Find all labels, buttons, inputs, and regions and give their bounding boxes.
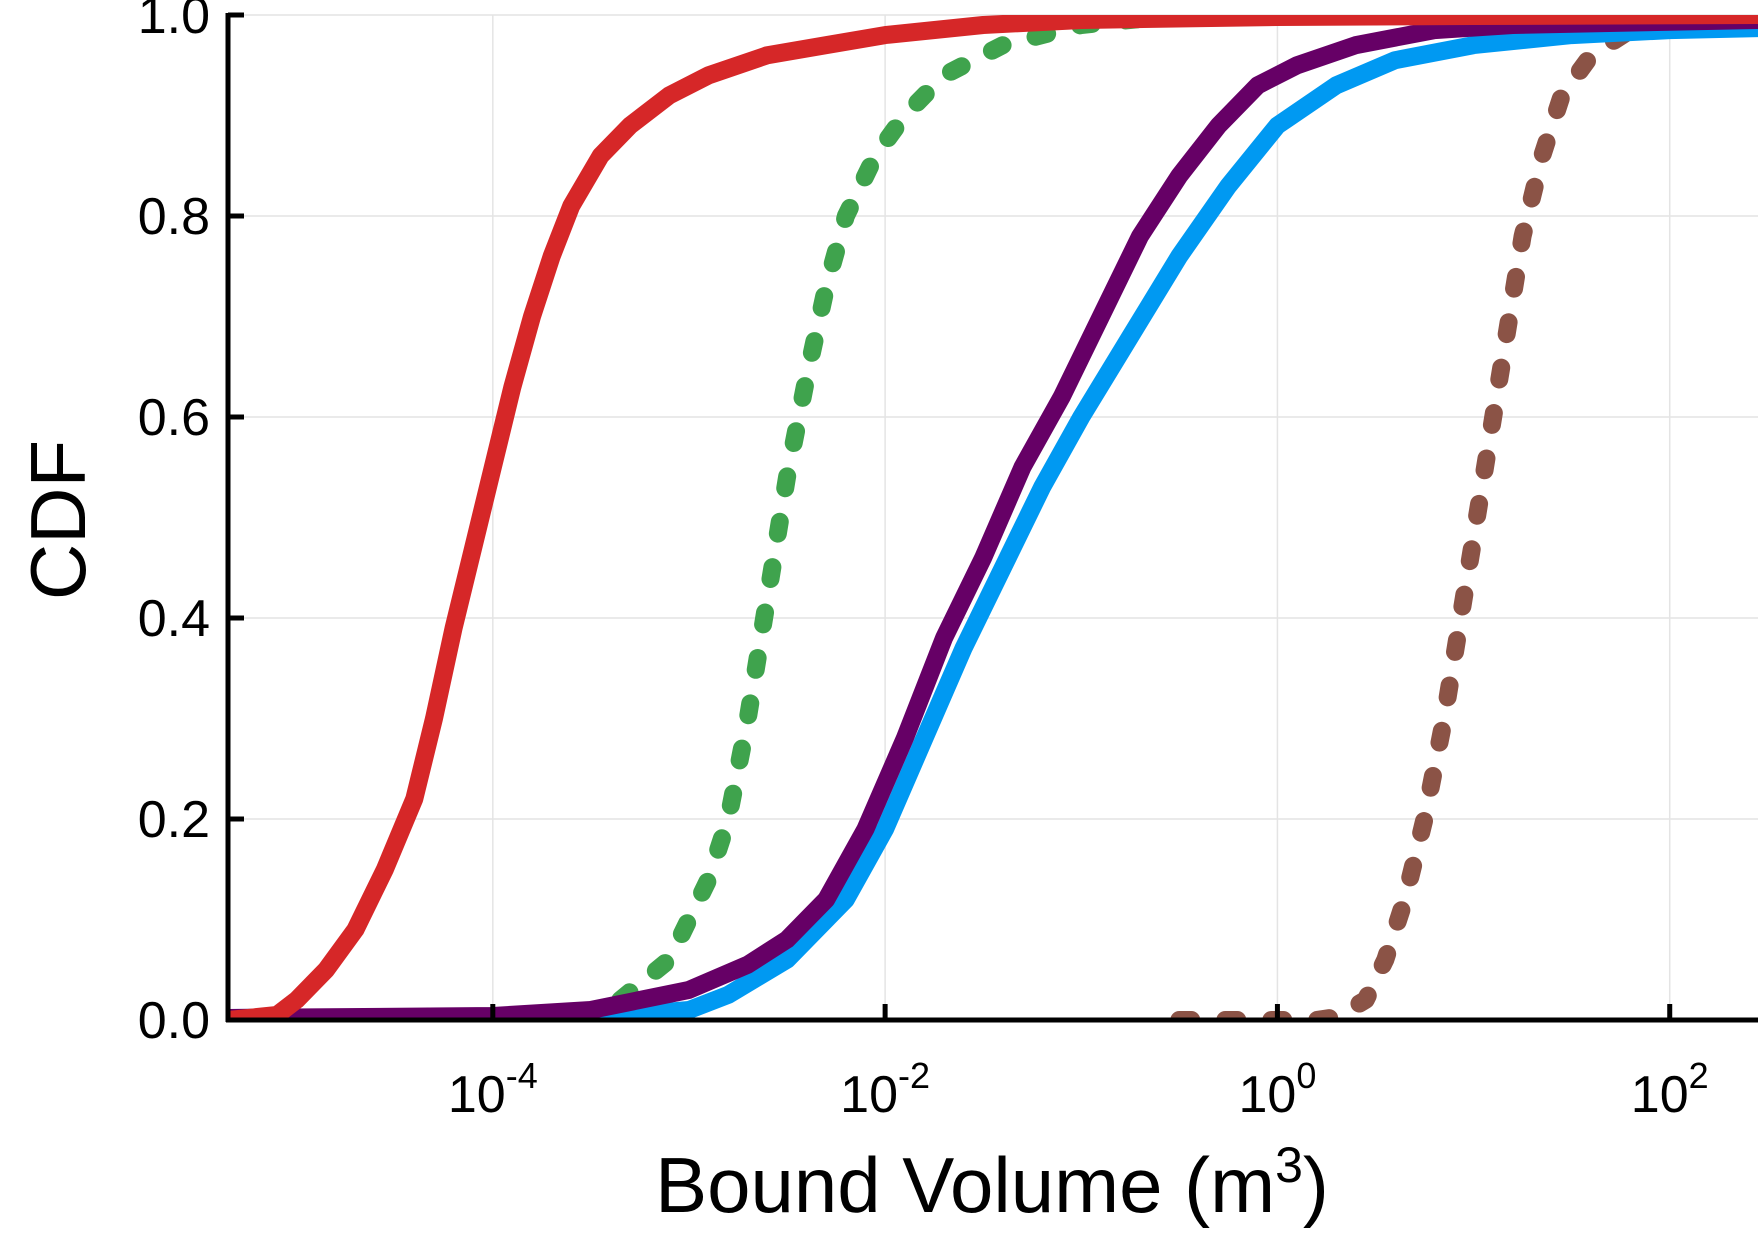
x-tick-label-base: 10	[1238, 1066, 1296, 1124]
x-tick-label-base: 10	[840, 1066, 898, 1124]
x-axis-title: Bound Volume (m3)	[655, 1137, 1329, 1229]
x-tick-label-exponent: -2	[898, 1055, 930, 1096]
x-tick-label: 100	[1238, 1055, 1316, 1124]
axes	[225, 12, 1758, 1023]
y-tick-label: 1.0	[138, 0, 210, 45]
x-tick-label-exponent: 2	[1689, 1055, 1709, 1096]
x-tick-label-base: 10	[1631, 1066, 1689, 1124]
series-line-blue	[228, 19, 1758, 1020]
series-layer	[228, 15, 1758, 1020]
x-axis-title-suffix: )	[1303, 1141, 1329, 1229]
x-tick-label: 10-2	[840, 1055, 930, 1124]
series-line-purple	[228, 15, 1758, 1020]
x-tick-label: 10-4	[448, 1055, 538, 1124]
x-tick-label-base: 10	[448, 1066, 506, 1124]
x-axis-title-superscript: 3	[1275, 1137, 1303, 1193]
series-line-green-dashed	[611, 15, 1169, 1009]
x-tick-label: 102	[1631, 1055, 1709, 1124]
x-axis-title-main: Bound Volume (m	[655, 1141, 1275, 1229]
y-axis-title: CDF	[14, 440, 102, 600]
y-tick-label: 0.6	[138, 389, 210, 447]
x-tick-label-exponent: -4	[506, 1055, 538, 1096]
y-tick-label: 0.8	[138, 188, 210, 246]
x-tick-label-exponent: 0	[1296, 1055, 1316, 1096]
series-line-red	[228, 15, 1758, 1020]
y-tick-label: 0.4	[138, 590, 210, 648]
y-tick-label: 0.2	[138, 791, 210, 849]
y-tick-label: 0.0	[138, 992, 210, 1050]
grid	[228, 14, 1758, 1021]
tick-labels: 0.00.20.40.60.81.010-4 10-2 100 102	[138, 0, 1709, 1124]
